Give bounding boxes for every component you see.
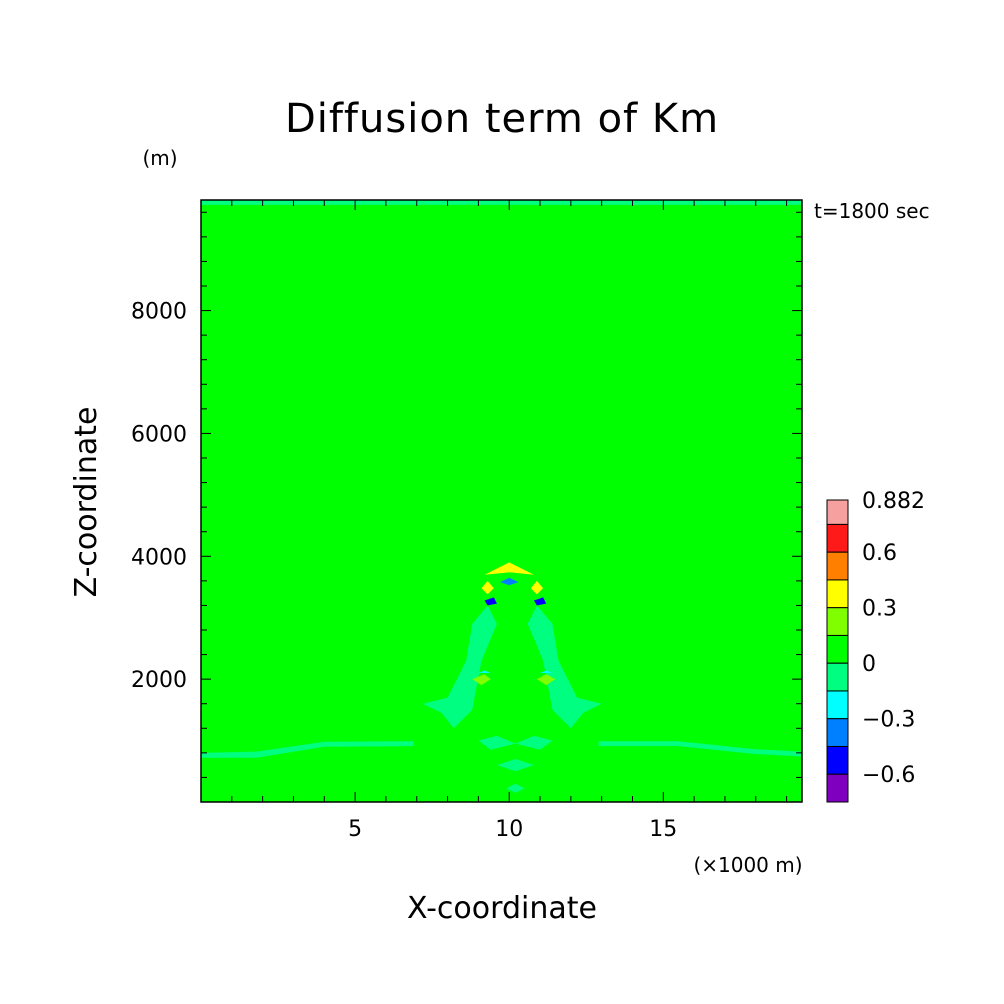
- contour-neg-core-top: [500, 577, 519, 586]
- colorbar-swatch: [826, 523, 849, 553]
- colorbar-swatch: [826, 634, 849, 664]
- contour-low-level-band-right: [598, 741, 802, 757]
- plot-area: [200, 199, 803, 803]
- contour-plume-right-flank: [527, 605, 602, 729]
- colorbar-swatch: [826, 690, 849, 720]
- y-tick-label: 2000: [131, 668, 187, 693]
- colorbar-label: 0.6: [862, 541, 897, 566]
- x-axis-label: X-coordinate: [407, 891, 597, 926]
- colorbar-swatch: [826, 662, 849, 692]
- contour-neg-mid-left: [478, 670, 491, 673]
- colorbar-swatch: [826, 718, 849, 747]
- contour-neg-core-left: [484, 597, 497, 606]
- colorbar-swatch: [826, 745, 849, 775]
- chart-title: Diffusion term of Km: [285, 96, 719, 142]
- contour-top-boundary-strip: [201, 200, 802, 205]
- time-label: t=1800 sec: [814, 199, 930, 223]
- colorbar-swatch: [826, 551, 849, 581]
- x-unit-label: (×1000 m): [693, 853, 802, 877]
- colorbar-label: −0.3: [862, 708, 915, 733]
- y-tick-label: 4000: [131, 545, 187, 570]
- plot-frame: [200, 199, 803, 803]
- x-tick-label: 5: [348, 817, 362, 842]
- x-tick-label: 10: [495, 817, 523, 842]
- y-axis-label: Z-coordinate: [69, 407, 104, 598]
- contour-neg-core-right: [533, 597, 547, 606]
- colorbar-swatch: [826, 499, 849, 525]
- colorbar-label: 0.882: [862, 489, 925, 514]
- contour-neg-mid-right: [540, 670, 553, 673]
- contour-pos-mid-right: [536, 674, 556, 686]
- y-unit-label: (m): [142, 146, 177, 170]
- contour-cap-right-lobe: [530, 580, 544, 595]
- y-tick-label: 6000: [131, 422, 187, 447]
- plot-background: [201, 200, 802, 802]
- colorbar-label: −0.6: [862, 763, 915, 788]
- colorbar-swatch: [826, 579, 849, 609]
- x-axis: 5 10 15: [231, 200, 788, 842]
- y-tick-label: 8000: [131, 300, 187, 325]
- contour-plume-base-cells: [496, 759, 534, 772]
- contour-plume-lower-lobes: [478, 735, 553, 750]
- colorbar: 0.882 0.6 0.3 0 −0.3 −0.6: [826, 489, 925, 803]
- contour-low-level-band-left: [201, 741, 414, 758]
- contour-cap-left-lobe: [481, 580, 494, 595]
- x-tick-label: 15: [649, 817, 677, 842]
- contour-plume-left-flank: [422, 605, 497, 729]
- y-axis: 2000 4000 6000 8000: [131, 211, 802, 778]
- colorbar-label: 0.3: [862, 597, 897, 622]
- contour-pos-mid-left: [472, 674, 491, 686]
- colorbar-swatch: [826, 773, 849, 803]
- contour-plume-bottom-cell: [506, 783, 525, 793]
- colorbar-swatch: [826, 607, 849, 636]
- contour-cap-ring: [484, 562, 534, 575]
- colorbar-label: 0: [862, 652, 876, 677]
